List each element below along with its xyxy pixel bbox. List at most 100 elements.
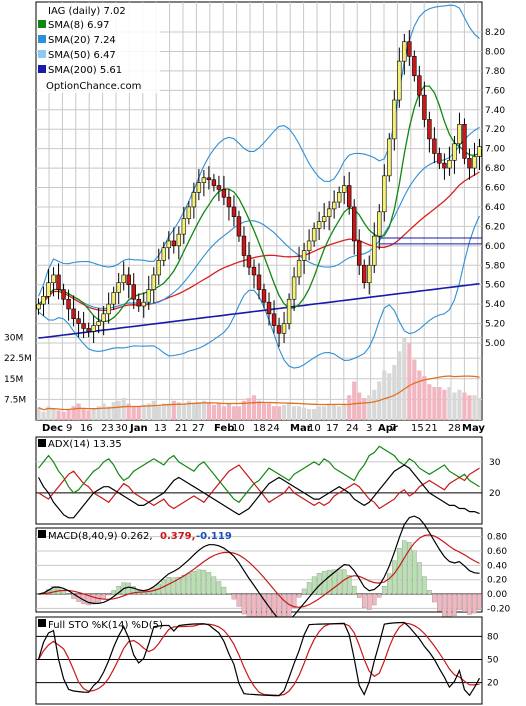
candle-body (226, 196, 232, 208)
candle-body (161, 247, 166, 261)
macd-histogram-bar (221, 586, 227, 595)
volume-bar (221, 406, 227, 420)
volume-bar (191, 403, 196, 420)
candle-body (166, 240, 172, 249)
volume-bar (256, 400, 262, 420)
candle-body (251, 266, 257, 276)
volume-bar (407, 343, 412, 420)
volume-bar (261, 403, 267, 420)
macd-histogram-bar (311, 576, 317, 595)
volume-bar (116, 400, 121, 420)
x-axis-label: 3 (366, 423, 372, 434)
volume-bar (296, 406, 302, 420)
macd-histogram-bar (181, 575, 187, 595)
volume-tick-label: 15M (4, 375, 23, 385)
macd-histogram-bar (447, 593, 452, 619)
macd-histogram-bar (206, 572, 212, 595)
macd-tick-label: 0.40 (487, 561, 507, 571)
candle-body (352, 206, 357, 242)
macd-line (38, 515, 480, 623)
volume-bar (342, 403, 347, 420)
candle-body (387, 138, 392, 177)
candle-body (111, 292, 116, 305)
sto-tick-label: 20 (487, 679, 499, 689)
sma200-line (38, 282, 480, 339)
candle-body (266, 301, 272, 315)
macd-histogram-bar (291, 593, 297, 608)
sma50-line (38, 171, 480, 312)
x-axis-label: 18 (253, 423, 266, 434)
volume-bar (71, 406, 76, 420)
candle-body (291, 276, 297, 300)
candle-body (56, 274, 61, 290)
volume-bar (301, 407, 307, 420)
candle-body (41, 296, 46, 305)
x-axis-label: May (462, 423, 485, 434)
candle-body (412, 55, 417, 77)
price-tick-label: 8.20 (485, 28, 505, 38)
price-tick-label: 6.40 (485, 203, 505, 213)
macd-histogram-bar (171, 577, 177, 595)
candle-body (261, 289, 267, 303)
candle-body (377, 211, 382, 237)
x-axis-label: 7 (390, 423, 396, 434)
price-tick-label: 6.20 (485, 222, 505, 232)
volume-bar (211, 404, 217, 420)
candle-body (256, 274, 262, 290)
candle-body (346, 185, 352, 208)
macd-label: MACD(8,40,9) 0.262, (48, 531, 153, 542)
volume-bar (392, 365, 397, 420)
volume-bar (281, 404, 287, 420)
x-axis-label: 30 (115, 423, 128, 434)
volume-bar (432, 387, 437, 420)
volume-bar (427, 384, 432, 420)
macd-signal-value: 0.379, (160, 531, 195, 542)
volume-bar (332, 404, 337, 420)
legend-background (38, 3, 160, 93)
sto-k-line (37, 621, 481, 697)
volume-bar (206, 403, 211, 420)
volume-bar (357, 392, 362, 420)
volume-bar (91, 409, 96, 420)
x-axis-label: Jan (129, 423, 148, 434)
x-axis-label: 21 (425, 423, 438, 434)
volume-tick-label: 7.5M (4, 395, 26, 405)
macd-histogram-bar (432, 593, 437, 603)
volume-bar (266, 403, 272, 420)
macd-tick-label: 0.60 (487, 547, 507, 557)
candle-body (382, 175, 387, 213)
volume-bar (46, 406, 51, 420)
legend-swatch (38, 20, 46, 28)
candle-body (76, 318, 81, 324)
candle-body (417, 75, 422, 96)
price-tick-label: 5.40 (485, 300, 505, 310)
macd-histogram-bar (372, 593, 377, 606)
x-axis-label: 24 (267, 423, 280, 434)
macd-histogram-bar (306, 582, 312, 595)
macd-histogram-bar (387, 573, 392, 595)
macd-histogram-bar (412, 550, 417, 595)
candle-body (36, 303, 41, 310)
volume-bar (61, 411, 66, 420)
volume-bar (397, 351, 402, 420)
candle-body (286, 298, 292, 324)
macd-histogram-bar (196, 569, 202, 595)
macd-histogram-bar (361, 593, 367, 608)
volume-bar (161, 403, 166, 420)
x-axis-label: Mar (290, 423, 312, 434)
volume-bar (181, 403, 186, 420)
candle-body (311, 228, 317, 242)
candle-body (402, 41, 407, 62)
minus-di-line (38, 464, 480, 510)
macd-histogram-bar (477, 593, 482, 611)
candle-body (367, 264, 372, 284)
sto-label: Full STO %K(14) %D(5) (48, 620, 163, 631)
legend-entry: SMA(20) 7.24 (48, 35, 116, 46)
macd-histogram-bar (336, 569, 342, 595)
macd-histogram-bar (241, 593, 247, 615)
candle-body (176, 233, 182, 247)
candle-body (91, 325, 96, 332)
volume-bar (96, 406, 101, 420)
macd-histogram-bar (457, 593, 462, 610)
